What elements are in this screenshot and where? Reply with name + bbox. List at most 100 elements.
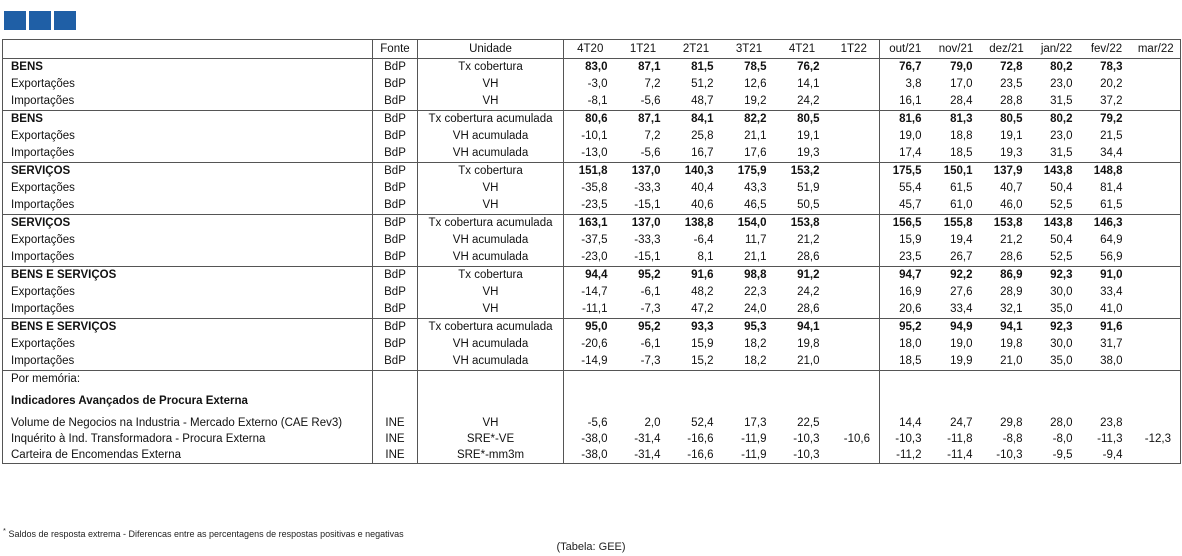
value-cell <box>1132 76 1181 93</box>
empty-cell <box>617 393 670 409</box>
value-cell: 43,3 <box>744 182 767 194</box>
value-cell: 91,6 <box>1100 321 1123 333</box>
row-unit: Tx cobertura acumulada <box>417 318 564 336</box>
row-label: BENS E SERVIÇOS <box>2 318 373 336</box>
value-cell <box>1132 163 1181 181</box>
value-cell: 153,8 <box>790 217 820 229</box>
value-cell: -23,5 <box>563 197 617 215</box>
value-cell: 19,8 <box>1000 338 1023 350</box>
table-row: BENS BdP Tx cobertura acumulada 80,6 87,1 84,… <box>2 110 1181 128</box>
value-cell: 95,3 <box>744 321 767 333</box>
value-cell: 80,6 <box>585 113 608 125</box>
value-cell: 27,6 <box>950 286 973 298</box>
value-cell: 81,5 <box>691 61 714 73</box>
value-cell: 18,5 <box>879 353 931 371</box>
value-cell: -8,1 <box>563 93 617 111</box>
value-cell: 21,0 <box>775 353 829 371</box>
header-unit: Unidade <box>417 39 564 59</box>
value-cell: -35,8 <box>581 182 608 194</box>
value-cell <box>1132 319 1181 337</box>
row-source: INE <box>372 431 418 447</box>
value-cell <box>1131 93 1181 111</box>
header-period: 4T20 <box>577 42 604 55</box>
spacer-row <box>2 387 1181 393</box>
table-row: Importações BdP VH -8,1 -5,6 48,7 19,2 24,2 16,1… <box>2 93 1181 111</box>
empty-cell <box>1132 393 1181 409</box>
value-cell: -33,3 <box>634 182 661 194</box>
value-cell: -7,3 <box>616 301 670 319</box>
spacer-row <box>2 409 1181 415</box>
value-cell: -10,3 <box>793 449 820 461</box>
value-cell: 18,0 <box>899 338 922 350</box>
value-cell: 137,0 <box>631 217 661 229</box>
value-cell: 61,5 <box>1081 197 1132 215</box>
row-label: BENS <box>2 110 373 128</box>
value-cell: 2,0 <box>644 417 661 429</box>
value-cell: 56,9 <box>1081 249 1132 267</box>
header-period: mar/22 <box>1137 42 1174 55</box>
value-cell: 24,0 <box>722 301 776 319</box>
header-period: 2T21 <box>682 42 710 55</box>
value-cell: 175,9 <box>737 165 767 177</box>
value-cell: -8,8 <box>1002 433 1023 445</box>
value-cell: 86,9 <box>1000 269 1023 281</box>
table-row: Exportações BdP VH -14,7 -6,1 48,2 22,3 24,2 16,… <box>2 284 1181 301</box>
value-cell: 38,0 <box>1081 353 1132 371</box>
row-source: BdP <box>372 58 418 76</box>
row-label: Exportações <box>2 76 373 93</box>
value-cell: 156,5 <box>892 217 922 229</box>
value-cell: 138,8 <box>684 217 714 229</box>
row-unit: VH <box>417 197 564 215</box>
value-cell <box>828 93 880 111</box>
row-unit: VH acumulada <box>417 128 564 145</box>
value-cell: 33,4 <box>1100 286 1123 298</box>
table-row: SERVIÇOS BdP Tx cobertura 151,8 137,0 140,3 17… <box>2 162 1181 181</box>
value-cell: 80,2 <box>1050 61 1073 73</box>
empty-cell <box>880 371 931 388</box>
value-cell: 79,2 <box>1100 113 1123 125</box>
value-cell: -14,7 <box>581 286 608 298</box>
value-cell: -11,4 <box>947 449 973 461</box>
value-cell <box>828 58 880 76</box>
row-label: Importações <box>2 93 373 111</box>
value-cell: 21,2 <box>797 234 820 246</box>
value-cell: 51,2 <box>691 78 714 90</box>
value-cell: 17,4 <box>879 145 931 163</box>
row-source: BdP <box>372 76 418 93</box>
empty-cell <box>1082 393 1132 409</box>
row-source: BdP <box>372 318 418 336</box>
value-cell: 94,7 <box>899 269 922 281</box>
value-cell: 24,2 <box>775 93 829 111</box>
value-cell <box>828 249 880 267</box>
value-cell: 22,5 <box>797 417 820 429</box>
value-cell <box>1131 197 1181 215</box>
row-unit: VH <box>417 284 564 301</box>
value-cell: 50,4 <box>1050 182 1073 194</box>
value-cell: 140,3 <box>684 165 714 177</box>
empty-cell <box>2 387 373 393</box>
table-row: Exportações BdP VH -35,8 -33,3 40,4 43,3 51,9 55… <box>2 180 1181 197</box>
header-source: Fonte <box>372 39 418 59</box>
table-row: Exportações BdP VH -3,0 7,2 51,2 12,6 14,1 3,8 17… <box>2 76 1181 93</box>
empty-cell <box>2 409 373 415</box>
value-cell: 94,1 <box>1000 321 1023 333</box>
value-cell: -33,3 <box>634 234 661 246</box>
value-cell: -6,4 <box>693 234 714 246</box>
value-cell: 87,1 <box>638 113 661 125</box>
row-label: Importações <box>2 249 373 267</box>
value-cell: 16,9 <box>899 286 922 298</box>
value-cell: 24,2 <box>797 286 820 298</box>
row-source: BdP <box>372 232 418 249</box>
value-cell: 84,1 <box>691 113 714 125</box>
row-label: SERVIÇOS <box>2 162 373 180</box>
empty-cell <box>1132 371 1181 388</box>
value-cell: -10,3 <box>996 449 1023 461</box>
value-cell: 7,2 <box>644 78 661 90</box>
value-cell: -5,6 <box>587 417 608 429</box>
header-period: 3T21 <box>735 42 763 55</box>
value-cell <box>828 266 880 284</box>
value-cell: -23,0 <box>563 249 617 267</box>
value-cell <box>828 336 880 353</box>
value-cell: 87,1 <box>638 61 661 73</box>
value-cell <box>1132 267 1181 285</box>
